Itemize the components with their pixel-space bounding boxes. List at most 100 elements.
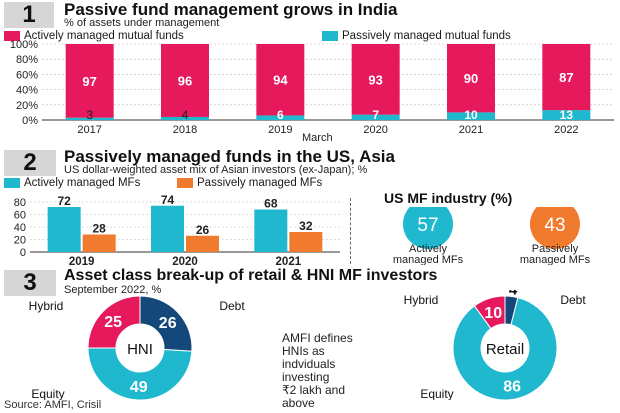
chart-1-xlabel: March — [302, 132, 333, 144]
donut-category-label: Debt — [219, 299, 245, 313]
chart-india-stacked-bars: 0% 20% 40% 60% 80% 100% 97 3 2017 96 4 2018 94 6 2019 9… — [10, 40, 614, 136]
bar-active — [256, 44, 305, 116]
x-tick-label: 2017 — [77, 124, 101, 136]
x-tick-label: 2020 — [363, 124, 387, 136]
bar-label-passive: 10 — [464, 108, 478, 122]
bar-active — [542, 44, 591, 111]
donut-value-equity: 49 — [130, 379, 148, 396]
legend-label-active-mfs: Actively managed MFs — [24, 177, 141, 189]
amfi-note-line: AMFI defines — [282, 331, 353, 345]
bar-passive-mfs — [186, 235, 219, 252]
bar-label-active: 93 — [368, 72, 382, 87]
amfi-note-line: above — [282, 396, 315, 410]
amfi-note-line: HNIs as — [282, 344, 325, 358]
bar-label-passive: 6 — [277, 108, 284, 122]
section-3-number: 3 — [4, 270, 56, 296]
bar-passive-mfs — [289, 232, 323, 252]
bar-label-active: 87 — [559, 70, 573, 85]
us-active-value: 57 — [417, 215, 438, 236]
bar-active — [65, 44, 114, 118]
bar-label-passive: 13 — [560, 108, 574, 122]
donut-center-label: Retail — [486, 341, 524, 358]
legend-swatch-passive-mfs — [177, 178, 193, 188]
bar-label-passive: 3 — [86, 108, 93, 122]
bar-label-active: 94 — [273, 73, 288, 88]
bar-passive — [542, 110, 591, 120]
source-note: Source: AMFI, Crisil — [4, 399, 102, 411]
donut-value-hybrid: 10 — [484, 305, 502, 322]
y-tick-label: 80% — [16, 54, 38, 66]
donut-category-label: Equity — [420, 387, 453, 400]
bar-label-active-mfs: 74 — [161, 193, 175, 207]
donut-hole — [116, 324, 164, 372]
legend-label-passive: Passively managed mutual funds — [342, 30, 511, 42]
donut-hole — [481, 324, 529, 372]
y-tick-label: 60 — [14, 210, 26, 222]
bar-label-active: 90 — [464, 71, 478, 86]
bar-passive — [256, 115, 305, 120]
donut-category-label: Hybrid — [29, 299, 64, 313]
bar-label-passive-mfs: 32 — [299, 219, 313, 233]
legend-swatch-active — [4, 31, 20, 41]
legend-swatch-active-mfs — [4, 178, 20, 188]
x-tick-label: 2019 — [69, 256, 95, 268]
us-mf-industry-title: US MF industry (%) — [384, 190, 513, 206]
us-active-label: managed MFs — [393, 254, 464, 265]
y-tick-label: 0% — [22, 115, 38, 127]
us-passive-label: Passively — [532, 243, 579, 255]
donut-value-equity: 86 — [503, 378, 521, 395]
bar-active — [161, 44, 209, 117]
amfi-note-line: ₹2 lakh and — [282, 383, 346, 397]
y-tick-label: 0 — [20, 247, 26, 259]
hni-donut-chart: 25 26 49 HNI Hybrid Debt Equity — [29, 295, 245, 400]
legend-label-active: Actively managed mutual funds — [24, 30, 184, 42]
x-tick-label: 2018 — [173, 124, 197, 136]
section-2-number: 2 — [4, 150, 56, 176]
y-tick-label: 20% — [16, 100, 38, 112]
y-tick-label: 60% — [16, 69, 38, 81]
divider-vertical — [350, 198, 351, 264]
x-tick-label: 2022 — [554, 124, 578, 136]
section-3-title: Asset class break-up of retail & HNI MF … — [64, 267, 438, 284]
donut-center-label: HNI — [127, 341, 153, 358]
y-tick-label: 100% — [10, 40, 38, 51]
bar-active-mfs — [151, 205, 184, 252]
bar-label-active: 97 — [82, 74, 96, 89]
bar-label-passive: 4 — [182, 108, 189, 122]
bar-label-active-mfs: 72 — [57, 194, 71, 208]
section-1-legend-active: Actively managed mutual funds — [4, 30, 184, 42]
donut-category-label: Debt — [560, 293, 586, 307]
donut-value-debt: 4 — [509, 290, 518, 298]
donut-value-hybrid: 25 — [104, 314, 122, 331]
bar-passive — [161, 116, 209, 120]
y-tick-label: 20 — [14, 235, 26, 247]
donut-category-label: Equity — [31, 387, 64, 400]
amfi-note-line: indviduals — [282, 357, 336, 371]
legend-label-passive-mfs: Passively managed MFs — [197, 177, 323, 189]
bar-active-mfs — [47, 207, 81, 252]
section-2-subtitle: US dollar-weighted asset mix of Asian in… — [64, 164, 368, 176]
bar-label-active: 96 — [178, 73, 192, 88]
bar-passive-mfs — [82, 234, 116, 252]
donut-value-debt: 26 — [159, 315, 177, 332]
us-passive-value: 43 — [544, 215, 565, 236]
bar-label-passive-mfs: 28 — [92, 222, 106, 236]
bar-passive — [447, 112, 495, 120]
bar-active-mfs — [254, 209, 288, 252]
y-tick-label: 80 — [14, 197, 26, 209]
bar-passive — [65, 117, 114, 120]
x-tick-label: 2019 — [268, 124, 292, 136]
section-1-legend-passive: Passively managed mutual funds — [322, 30, 511, 42]
section-2-legend-passive: Passively managed MFs — [177, 177, 322, 189]
section-2-legend-active: Actively managed MFs — [4, 177, 140, 189]
retail-donut-chart: 10 4 86 Retail Hybrid Debt Equity — [404, 290, 586, 400]
donut-category-label: Hybrid — [404, 293, 439, 307]
bar-passive — [351, 114, 400, 120]
amfi-note-line: investing — [282, 370, 330, 384]
us-passive-label: managed MFs — [520, 254, 591, 265]
us-passive-circle — [530, 207, 580, 249]
us-active-circle — [403, 207, 453, 249]
bar-label-active-mfs: 68 — [264, 197, 278, 211]
